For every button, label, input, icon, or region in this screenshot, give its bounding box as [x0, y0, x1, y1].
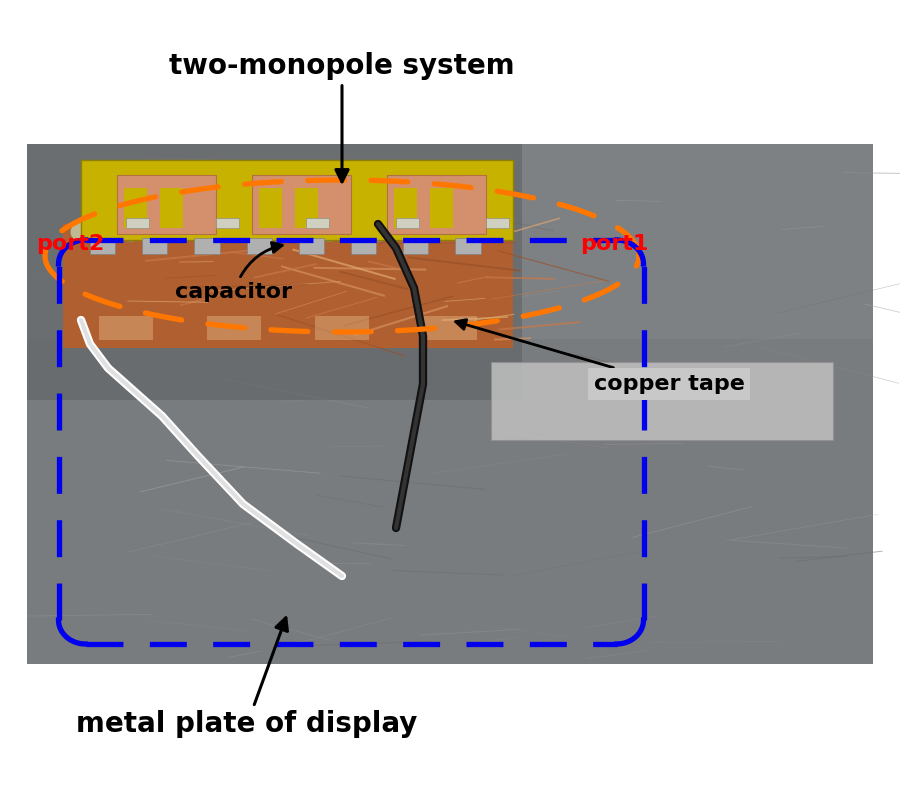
Bar: [27, 144, 873, 664]
Circle shape: [169, 222, 191, 242]
Bar: [351, 238, 376, 254]
Circle shape: [268, 222, 290, 242]
Bar: [148, 188, 157, 228]
Bar: [259, 188, 282, 228]
Bar: [486, 218, 508, 228]
Circle shape: [70, 222, 92, 242]
FancyBboxPatch shape: [491, 362, 832, 440]
Bar: [396, 218, 418, 228]
Bar: [387, 175, 486, 234]
Bar: [430, 188, 453, 228]
Bar: [194, 238, 220, 254]
Bar: [160, 188, 183, 228]
Bar: [299, 238, 324, 254]
Bar: [27, 469, 873, 534]
Circle shape: [417, 222, 438, 242]
Bar: [207, 316, 261, 340]
Bar: [216, 218, 239, 228]
Bar: [63, 224, 513, 348]
Text: copper tape: copper tape: [455, 320, 745, 394]
Circle shape: [120, 222, 141, 242]
Circle shape: [466, 222, 488, 242]
Circle shape: [318, 222, 339, 242]
Bar: [27, 599, 873, 664]
Bar: [124, 188, 147, 228]
Text: port1: port1: [580, 234, 649, 254]
Circle shape: [367, 222, 389, 242]
Bar: [27, 339, 873, 404]
Bar: [403, 238, 428, 254]
Bar: [423, 316, 477, 340]
Bar: [295, 188, 318, 228]
Bar: [306, 218, 328, 228]
Bar: [27, 144, 873, 209]
Text: capacitor: capacitor: [176, 242, 292, 302]
Text: metal plate of display: metal plate of display: [76, 618, 418, 738]
Bar: [99, 316, 153, 340]
Text: port2: port2: [36, 234, 104, 254]
Circle shape: [219, 222, 240, 242]
Bar: [27, 404, 873, 469]
Bar: [117, 175, 216, 234]
Bar: [27, 144, 522, 400]
Bar: [284, 188, 292, 228]
Bar: [142, 238, 167, 254]
Bar: [315, 316, 369, 340]
Bar: [247, 238, 272, 254]
Text: two-monopole system: two-monopole system: [169, 52, 515, 182]
Bar: [27, 534, 873, 599]
Bar: [394, 188, 417, 228]
Bar: [90, 238, 115, 254]
Bar: [455, 238, 481, 254]
Bar: [252, 175, 351, 234]
Bar: [81, 160, 513, 240]
Bar: [27, 274, 873, 339]
Bar: [418, 188, 427, 228]
Bar: [126, 218, 148, 228]
Bar: [27, 209, 873, 274]
